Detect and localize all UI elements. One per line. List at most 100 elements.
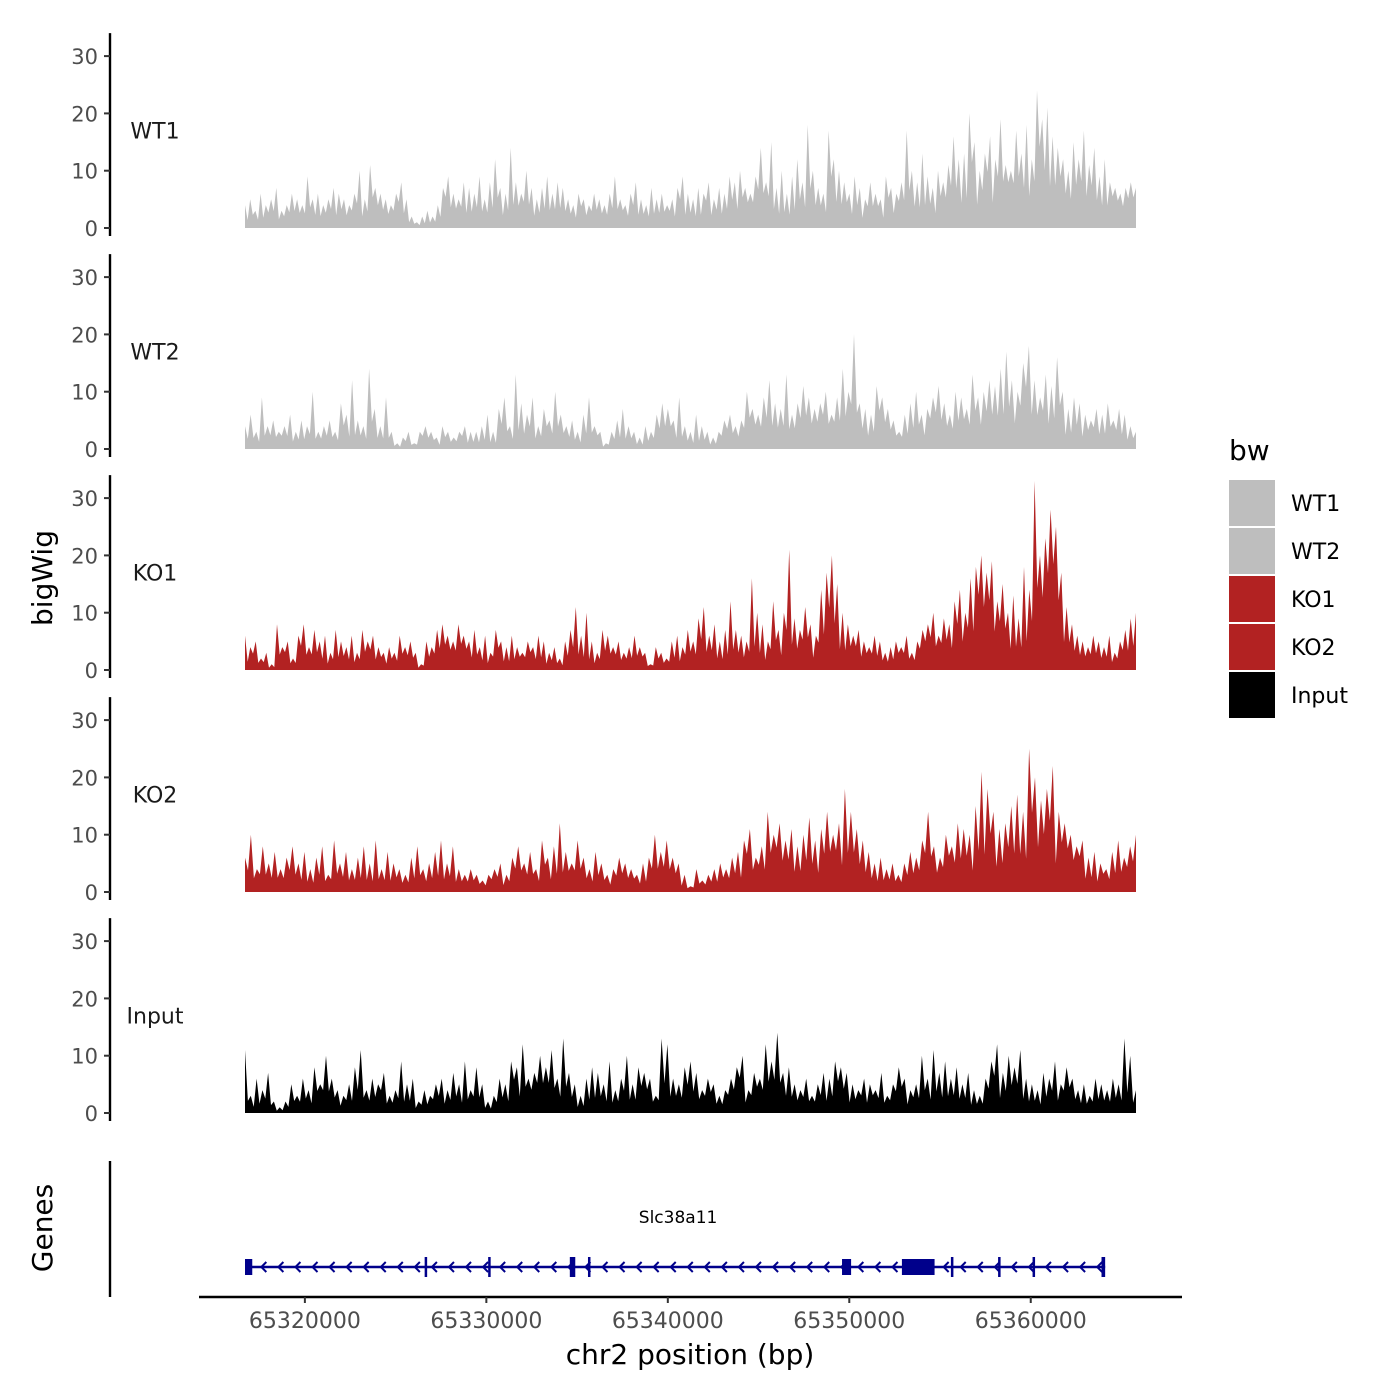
legend-label-ko2: KO2 <box>1291 636 1336 661</box>
strand-arrow <box>737 1261 745 1273</box>
area-wt2 <box>245 334 1136 449</box>
y-tick-label-20: 20 <box>71 766 98 790</box>
strand-arrow <box>822 1261 830 1273</box>
strand-arrow <box>532 1261 540 1273</box>
x-tick-label-65350000: 65350000 <box>793 1309 905 1334</box>
strand-arrow <box>396 1261 404 1273</box>
legend-key-ko1 <box>1229 576 1275 622</box>
legend-label-wt2: WT2 <box>1291 540 1340 565</box>
legend-label-input: Input <box>1291 684 1348 709</box>
y-tick-label-20: 20 <box>71 323 98 347</box>
y-tick-label-30: 30 <box>71 709 98 733</box>
exon-11 <box>1101 1257 1106 1277</box>
y-tick-label-10: 10 <box>71 381 98 405</box>
strand-arrow <box>328 1261 336 1273</box>
legend-key-wt2 <box>1229 528 1275 574</box>
strand-arrow <box>1095 1261 1103 1273</box>
legend-label-wt1: WT1 <box>1291 492 1340 517</box>
x-tick-label-65320000: 65320000 <box>249 1309 361 1334</box>
strand-arrow <box>549 1261 558 1273</box>
exon-10 <box>1032 1257 1036 1277</box>
strand-arrow <box>1061 1261 1069 1273</box>
track-label-wt1: WT1 <box>130 120 179 145</box>
strand-arrow <box>294 1261 302 1273</box>
area-ko1 <box>245 480 1136 670</box>
y-tick-label-10: 10 <box>71 1045 98 1069</box>
strand-arrow <box>720 1261 728 1273</box>
legend-label-ko1: KO1 <box>1291 588 1336 613</box>
y-tick-label-20: 20 <box>71 544 98 568</box>
y-tick-label-30: 30 <box>71 266 98 290</box>
strand-arrow <box>362 1261 370 1273</box>
exon-6 <box>842 1259 852 1275</box>
track-label-ko1: KO1 <box>133 562 178 587</box>
strand-arrow <box>669 1261 677 1273</box>
x-axis: 65320000 65330000 65340000 65350000 65360000 <box>199 1295 1182 1334</box>
track-wt1: 0 10 20 30 WT1 <box>71 33 1136 241</box>
track-ko1: 0 10 20 30 KO1 <box>71 475 1136 683</box>
strand-arrow <box>1078 1261 1086 1273</box>
strand-arrow <box>959 1261 967 1273</box>
exon-5 <box>587 1257 591 1277</box>
area-ko2 <box>245 748 1136 892</box>
legend-key-input <box>1229 672 1275 718</box>
exon-4 <box>569 1257 576 1277</box>
strand-arrow <box>413 1261 421 1273</box>
strand-arrow <box>447 1261 455 1273</box>
strand-arrow <box>703 1261 711 1273</box>
legend: WT1 WT2 KO1 KO2 Input <box>1229 480 1348 718</box>
exon-1 <box>245 1259 253 1275</box>
x-tick-label-65330000: 65330000 <box>430 1309 542 1334</box>
strand-arrow <box>754 1261 762 1273</box>
x-tick-label-65340000: 65340000 <box>612 1309 724 1334</box>
y-tick-label-10: 10 <box>71 160 98 184</box>
y-tick-label-30: 30 <box>71 45 98 69</box>
strand-arrow <box>345 1261 353 1273</box>
track-label-wt2: WT2 <box>130 341 179 366</box>
y-tick-label-20: 20 <box>71 102 98 126</box>
strand-arrow <box>601 1261 609 1273</box>
area-wt1 <box>245 90 1136 228</box>
genes-track-label: Genes <box>26 1184 59 1272</box>
legend-key-wt1 <box>1229 480 1275 526</box>
track-wt2: 0 10 20 30 WT2 <box>71 254 1136 462</box>
strand-arrow <box>311 1261 319 1273</box>
y-tick-label-10: 10 <box>71 602 98 626</box>
strand-arrow <box>618 1261 626 1273</box>
strand-arrow <box>652 1261 660 1273</box>
strand-arrow <box>379 1261 387 1273</box>
x-tick-label-65360000: 65360000 <box>975 1309 1087 1334</box>
area-input <box>245 1032 1136 1113</box>
exon-2 <box>424 1257 428 1277</box>
exon-9 <box>998 1257 1001 1277</box>
strand-arrow <box>788 1261 796 1273</box>
strand-arrow <box>259 1261 268 1273</box>
legend-key-ko2 <box>1229 624 1275 670</box>
strand-arrow <box>805 1261 813 1273</box>
strand-arrow <box>430 1261 438 1273</box>
tracks: 0 10 20 30 WT1 0 10 20 30 WT2 0 10 20 30 KO1 0 10 20 30 KO2… <box>71 33 1136 1126</box>
strand-arrow <box>856 1261 865 1273</box>
strand-arrow <box>276 1261 285 1273</box>
y-tick-label-0: 0 <box>85 881 98 905</box>
y-tick-label-20: 20 <box>71 987 98 1011</box>
strand-arrow <box>635 1261 643 1273</box>
y-tick-label-10: 10 <box>71 824 98 848</box>
strand-arrow <box>771 1261 779 1273</box>
y-tick-label-30: 30 <box>71 487 98 511</box>
track-ko2: 0 10 20 30 KO2 <box>71 697 1136 905</box>
strand-arrow <box>891 1261 899 1273</box>
y-tick-label-30: 30 <box>71 930 98 954</box>
strand-arrow <box>1027 1261 1035 1273</box>
y-tick-label-0: 0 <box>85 438 98 462</box>
exon-7 <box>901 1259 935 1275</box>
strand-arrow <box>464 1261 472 1273</box>
strand-arrow <box>481 1261 489 1273</box>
x-axis-title: chr2 position (bp) <box>566 1338 815 1371</box>
strand-arrow <box>515 1261 523 1273</box>
strand-arrow <box>942 1261 950 1273</box>
y-tick-label-0: 0 <box>85 659 98 683</box>
strand-arrow <box>1010 1261 1018 1273</box>
strand-arrow <box>686 1261 694 1273</box>
